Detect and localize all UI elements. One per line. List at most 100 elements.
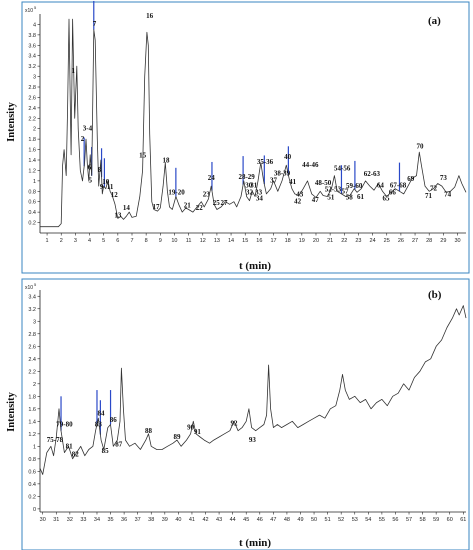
panel-a-y-tick-label: 3.4 — [28, 54, 36, 60]
panel-a-x-tick-label: 26 — [398, 238, 404, 244]
panel-a-y-tick-label: 2.2 — [28, 116, 36, 122]
panel-a-peak-label: 47 — [312, 196, 320, 204]
panel-b-frame — [21, 278, 470, 550]
panel-a-x-tick-label: 27 — [412, 238, 418, 244]
panel-b-peak-label: 84 — [98, 409, 106, 417]
panel-b-x-tick-label: 32 — [67, 517, 73, 523]
panel-b-y-tick-label: 3.4 — [28, 294, 36, 300]
panel-b-scale-note: x10 — [25, 285, 33, 291]
panel-a-x-tick-label: 7 — [130, 238, 133, 244]
panel-a-y-tick-label: 2.8 — [28, 85, 36, 91]
panel-a-peak-label: 21 — [184, 201, 192, 209]
panel-b-x-tick-label: 33 — [80, 517, 86, 523]
panel-a-peak-label: 7 — [93, 20, 97, 28]
panel-a-y-tick-label: 3 — [33, 75, 36, 81]
panel-a-chromatogram: x10 5 (a) Intensity t (min) 1 2 3 4 5 6 7 8 9 10 1… — [6, 0, 470, 274]
panel-b-y-tick-label: 1.6 — [28, 407, 36, 413]
panel-a-peak-label: 17 — [153, 203, 161, 211]
panel-b-x-tick-label: 59 — [433, 517, 439, 523]
panel-b-x-tick-label: 51 — [325, 517, 331, 523]
panel-a-peak-label: 1 — [72, 67, 76, 75]
panel-b-y-tick-label: 3 — [33, 319, 36, 325]
panel-a-x-tick-label: 25 — [384, 238, 390, 244]
panel-a-x-tick-label: 18 — [285, 238, 291, 244]
panel-a-peak-label: 61 — [357, 193, 365, 201]
panel-b-x-tick-label: 50 — [311, 517, 317, 523]
panel-a-y-tick-label: 2 — [33, 127, 36, 133]
panel-a-y-tick-label: 3.8 — [28, 33, 36, 39]
panel-a-peak-label: 27 — [220, 199, 228, 207]
panel-a-peak-label: 22 — [196, 204, 204, 212]
panel-a-peak-label: 40 — [284, 153, 292, 161]
panel-a-peak-label: 35-36 — [257, 158, 274, 166]
panel-a-x-tick-label: 11 — [186, 238, 192, 244]
panel-a-x-tick-label: 24 — [370, 238, 376, 244]
panel-b-x-tick-label: 44 — [230, 517, 236, 523]
panel-a-x-tick-label: 14 — [228, 238, 234, 244]
panel-a-y-tick-label: 1 — [33, 179, 36, 185]
panel-a-chromatogram-trace — [40, 18, 467, 228]
panel-a-peak-label: 65 — [383, 195, 391, 203]
panel-a-y-tick-label: 0.6 — [28, 200, 36, 206]
panel-b-x-tick-label: 30 — [40, 517, 46, 523]
panel-a-peak-label: 18 — [162, 157, 170, 165]
panel-a-frame — [21, 1, 470, 274]
panel-a-peak-label: 67-68 — [390, 182, 407, 190]
panel-a-peak-label: 25 — [213, 199, 221, 207]
panel-a-x-tick-label: 17 — [270, 238, 276, 244]
panel-a-y-tick-label: 0.2 — [28, 221, 36, 227]
panel-a-x-tick-label: 9 — [159, 238, 162, 244]
panel-a-y-tick-label: 1.6 — [28, 148, 36, 154]
panel-b-x-axis-label: t (min) — [239, 537, 271, 549]
panel-b-peak-label: 87 — [115, 441, 123, 449]
panel-a-scale-exp: 5 — [34, 5, 37, 10]
panel-b-y-tick-label: 2.8 — [28, 332, 36, 338]
panel-a-scale-note: x10 — [25, 8, 33, 14]
panel-b-x-tick-label: 41 — [189, 517, 195, 523]
panel-a-y-tick-label: 3.2 — [28, 64, 36, 70]
panel-b-y-tick-label: 3.2 — [28, 307, 36, 313]
panel-b-x-tick-label: 35 — [107, 517, 113, 523]
panel-b-chromatogram: x10 5 (b) Intensity t (min) 30 31 32 33 34 35… — [6, 278, 470, 550]
panel-b-x-tick-label: 58 — [420, 517, 426, 523]
panel-a-peak-label: 34 — [256, 195, 264, 203]
panel-b-y-tick-label: 0.8 — [28, 457, 36, 463]
panel-a-peak-label: 12 — [111, 191, 119, 199]
panel-a-peak-label: 15 — [139, 151, 147, 159]
panel-a-peak-label: 41 — [289, 178, 297, 186]
panel-a-peak-label: 10 — [102, 178, 110, 186]
panel-a-x-tick-label: 5 — [102, 238, 105, 244]
panel-b-peak-label: 82 — [72, 451, 80, 459]
panel-b-y-tick-label: 0.4 — [28, 482, 36, 488]
panel-b-x-tick-label: 37 — [135, 517, 141, 523]
panel-b-x-tick-label: 60 — [447, 517, 453, 523]
panel-a-x-tick-label: 8 — [145, 238, 148, 244]
panel-b-label: (b) — [428, 289, 442, 301]
panel-a-peak-label: 14 — [123, 204, 131, 212]
panel-a-peak-label: 64 — [377, 182, 385, 190]
panel-a-peak-label: 13 — [114, 211, 122, 219]
panel-a-y-tick-label: 2.6 — [28, 95, 36, 101]
panel-b-x-tick-label: 34 — [94, 517, 100, 523]
panel-a-peak-label: 73 — [440, 174, 448, 182]
panel-a-peak-label: 16 — [146, 12, 154, 20]
panel-b-y-tick-label: 1 — [33, 444, 36, 450]
panel-a-peak-label: 8 — [98, 166, 102, 174]
panel-b-x-tick-label: 56 — [392, 517, 398, 523]
panel-a-peak-label: 69 — [407, 175, 415, 183]
panel-b-y-tick-label: 2.2 — [28, 369, 36, 375]
panel-b-x-tick-label: 61 — [460, 517, 466, 523]
panel-b-y-tick-label: 1.4 — [28, 419, 36, 425]
panel-b-scale-exp: 5 — [34, 282, 37, 287]
panel-a-peak-label: 42 — [294, 197, 302, 205]
panel-b-x-tick-label: 40 — [175, 517, 181, 523]
panel-a-y-tick-label: 1.8 — [28, 137, 36, 143]
panel-a-peak-label: 37 — [270, 176, 278, 184]
panel-b-x-tick-label: 48 — [284, 517, 290, 523]
panel-a-x-tick-label: 20 — [313, 238, 319, 244]
panel-a-peak-label: 3-4 — [83, 124, 93, 132]
panel-a-x-tick-label: 22 — [341, 238, 347, 244]
panel-b-x-tick-label: 43 — [216, 517, 222, 523]
panel-a-peak-label: 62-63 — [364, 170, 381, 178]
panel-a-x-tick-label: 29 — [440, 238, 446, 244]
